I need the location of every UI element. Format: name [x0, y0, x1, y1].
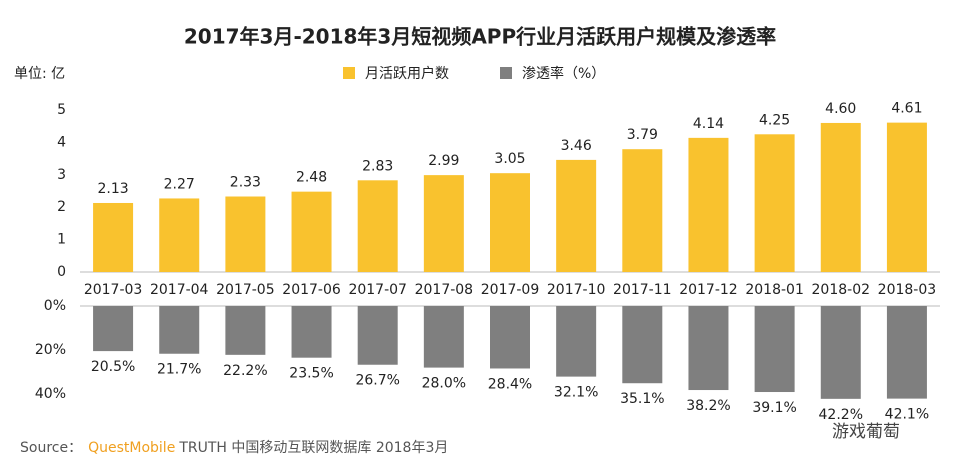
bar	[490, 173, 530, 272]
y-tick-label: 2	[57, 199, 66, 215]
bar	[886, 306, 927, 399]
y-tick-label: 4	[57, 134, 66, 150]
y-tick-label: 3	[57, 167, 66, 183]
bar	[622, 149, 663, 272]
data-label: 3.46	[561, 138, 592, 154]
y-tick-label: 1	[57, 232, 66, 248]
x-tick-label: 2018-02	[812, 282, 871, 298]
data-label: 20.5%	[91, 359, 135, 375]
x-tick-label: 2017-03	[84, 282, 143, 298]
data-label: 2.27	[164, 176, 195, 192]
source-text: TRUTH 中国移动互联网数据库 2018年3月	[178, 440, 448, 456]
chart-title: 2017年3月-2018年3月短视频APP行业月活跃用户规模及渗透率	[184, 25, 776, 49]
x-tick-label: 2017-09	[481, 282, 540, 298]
data-label: 35.1%	[620, 391, 664, 407]
x-tick-label: 2017-06	[282, 282, 341, 298]
legend-label: 月活跃用户数	[365, 65, 449, 82]
bar	[291, 191, 332, 272]
bar	[688, 306, 729, 391]
data-label: 39.1%	[752, 400, 796, 416]
data-label: 2.99	[428, 153, 459, 169]
data-label: 3.05	[494, 151, 525, 167]
bar	[357, 180, 398, 272]
data-label: 4.61	[891, 101, 922, 117]
x-tick-label: 2018-03	[878, 282, 937, 298]
data-label: 2.83	[362, 158, 393, 174]
data-label: 22.2%	[223, 363, 267, 379]
data-label: 3.79	[627, 127, 658, 143]
bar	[820, 306, 861, 399]
x-tick-label: 2017-07	[348, 282, 407, 298]
y-tick-label: 40%	[35, 386, 66, 402]
data-label: 32.1%	[554, 385, 598, 401]
legend-swatch	[500, 67, 512, 79]
data-label: 23.5%	[289, 366, 333, 382]
x-tick-label: 2017-11	[613, 282, 672, 298]
x-tick-label: 2018-01	[745, 282, 804, 298]
bar	[225, 306, 266, 355]
y-tick-label: 0%	[44, 298, 66, 314]
data-label: 4.14	[693, 116, 724, 132]
data-label: 4.25	[759, 112, 790, 128]
bar	[291, 306, 332, 358]
data-label: 42.2%	[819, 407, 863, 423]
bar	[556, 159, 597, 272]
legend-swatch	[343, 67, 355, 79]
bar	[754, 134, 795, 272]
x-tick-label: 2017-04	[150, 282, 209, 298]
bar	[93, 306, 134, 352]
x-tick-label: 2017-12	[679, 282, 738, 298]
bar	[423, 306, 464, 368]
data-label: 28.4%	[488, 376, 532, 392]
bar	[688, 137, 729, 272]
legend-label: 渗透率（%）	[522, 65, 605, 82]
data-label: 4.60	[825, 101, 856, 117]
data-label: 2.48	[296, 170, 327, 186]
bar	[754, 306, 795, 393]
x-tick-label: 2017-10	[547, 282, 606, 298]
bar	[886, 122, 927, 272]
source-prefix: Source：	[20, 440, 82, 456]
bar	[556, 306, 597, 377]
bar	[159, 198, 200, 272]
data-label: 38.2%	[686, 398, 730, 414]
bar	[357, 306, 398, 365]
bar	[622, 306, 663, 384]
data-label: 28.0%	[422, 376, 466, 392]
data-label: 42.1%	[885, 407, 929, 423]
source-brand: QuestMobile	[88, 440, 175, 456]
x-tick-label: 2017-08	[415, 282, 474, 298]
bar	[93, 202, 134, 272]
y-tick-label: 5	[57, 102, 66, 118]
data-label: 2.33	[230, 175, 261, 191]
y-tick-label: 20%	[35, 342, 66, 358]
data-label: 21.7%	[157, 362, 201, 378]
data-label: 2.13	[97, 181, 128, 197]
bar	[490, 306, 530, 369]
y-tick-label: 0	[57, 264, 66, 280]
source-prefix: Source： QuestMobile TRUTH 中国移动互联网数据库 2018年…	[20, 440, 448, 456]
bar	[225, 196, 266, 272]
bar	[820, 122, 861, 273]
data-label: 26.7%	[355, 373, 399, 389]
bar	[423, 175, 464, 272]
x-tick-label: 2017-05	[216, 282, 275, 298]
watermark: 游戏葡萄	[832, 422, 900, 442]
y-axis-label: 单位: 亿	[14, 66, 65, 82]
bar	[159, 306, 200, 354]
